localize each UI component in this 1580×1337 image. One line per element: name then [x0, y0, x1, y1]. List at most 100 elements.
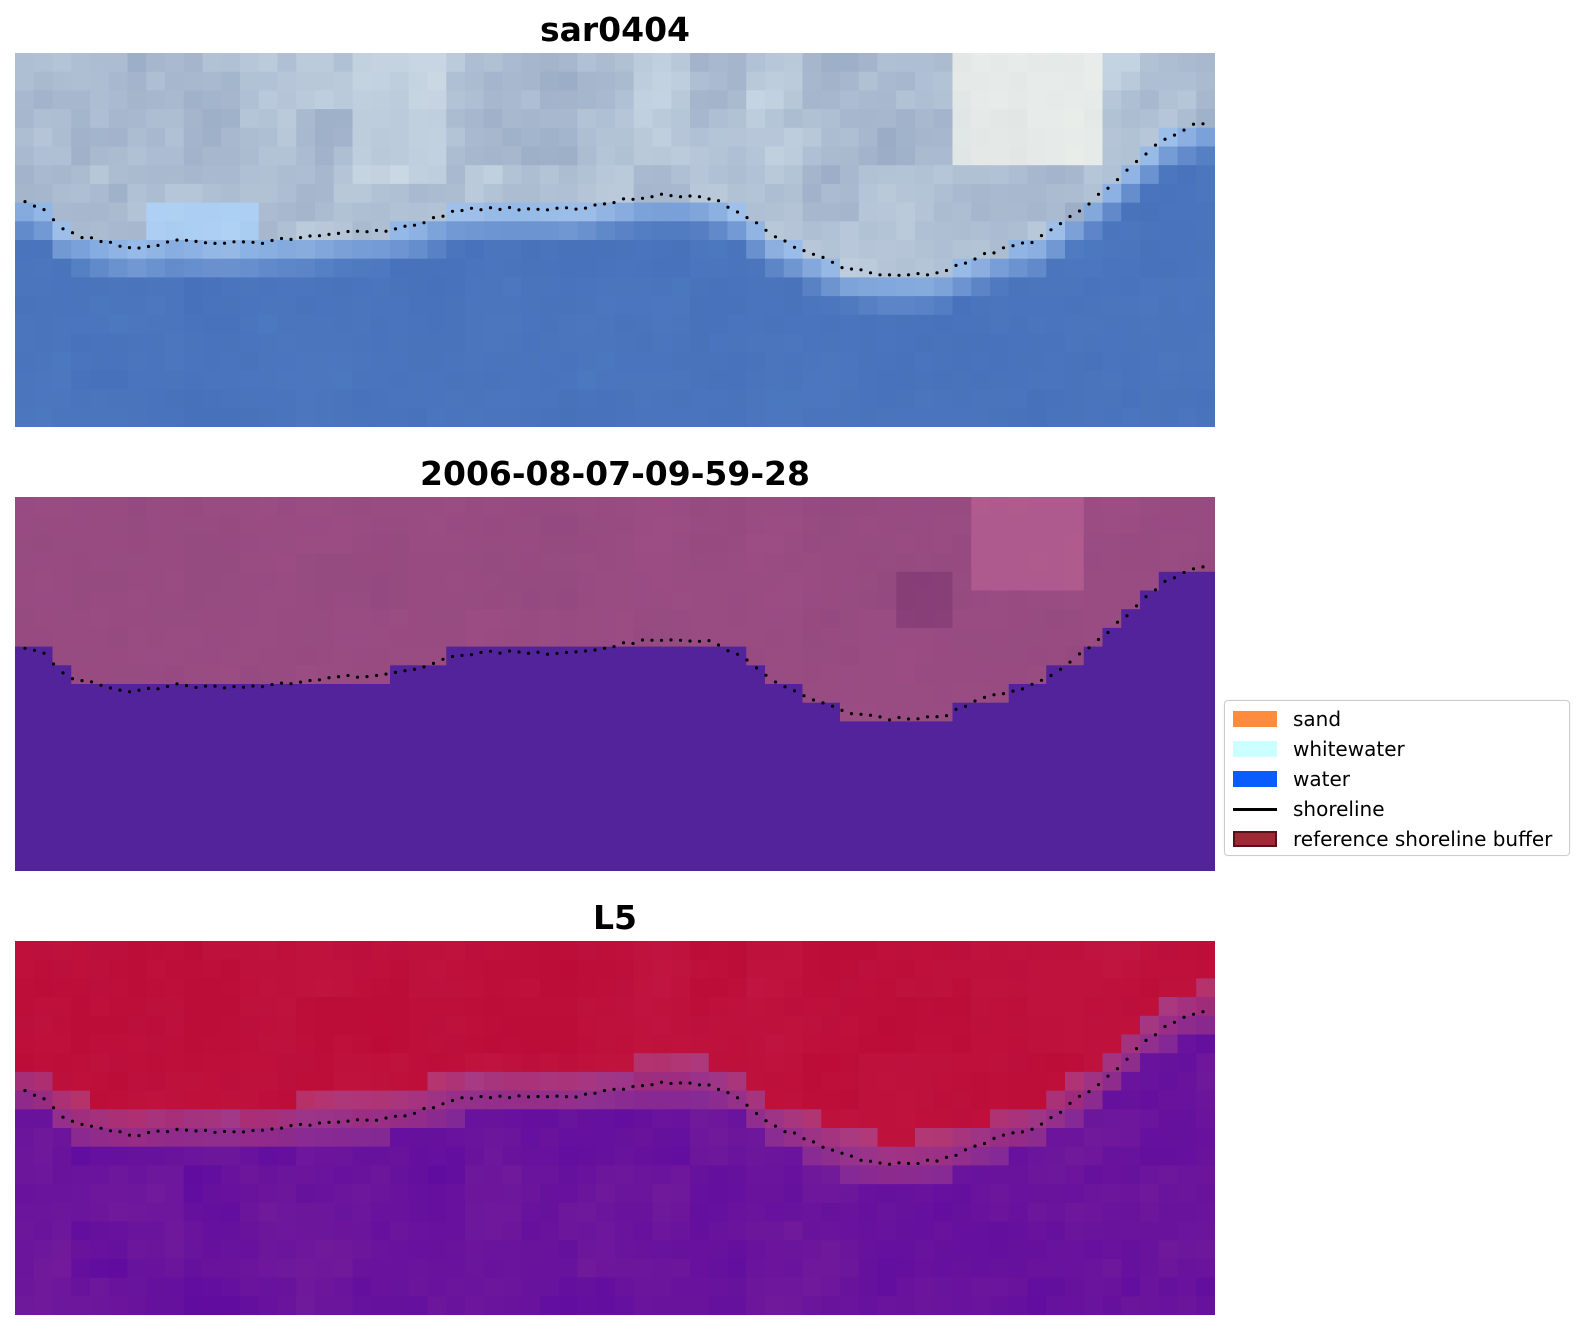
shoreline-point — [992, 1136, 996, 1140]
shoreline-point — [745, 1103, 749, 1107]
shoreline-point — [973, 699, 977, 703]
shoreline-point — [450, 209, 455, 213]
shoreline-point — [1153, 588, 1158, 592]
shoreline-point — [108, 686, 113, 690]
shoreline-point — [1068, 660, 1072, 664]
classification-image — [15, 497, 1215, 871]
shoreline-point — [925, 1158, 930, 1162]
shoreline-point — [80, 679, 84, 683]
shoreline-point — [460, 1096, 464, 1100]
shoreline-point — [707, 1083, 711, 1087]
index-image — [15, 941, 1215, 1315]
shoreline-point — [631, 1085, 635, 1089]
shoreline-point — [327, 232, 331, 236]
shoreline-point — [555, 651, 559, 655]
shoreline-point — [783, 1130, 787, 1134]
shoreline-point — [1201, 1010, 1205, 1014]
shoreline-point — [42, 1097, 46, 1101]
shoreline-point — [925, 273, 930, 277]
shoreline-point — [279, 681, 284, 685]
shoreline-point — [393, 670, 398, 674]
shoreline-point — [574, 650, 578, 654]
shoreline-point — [640, 196, 645, 200]
shoreline-point — [897, 1161, 901, 1165]
shoreline-point — [203, 684, 208, 688]
panel-title-l5: L5 — [593, 898, 637, 937]
shoreline-point — [232, 240, 236, 244]
shoreline-point — [1163, 137, 1167, 141]
shoreline-point — [764, 228, 768, 232]
shoreline-point — [479, 208, 483, 212]
shoreline-point — [184, 238, 189, 242]
shoreline-point — [317, 1121, 322, 1125]
shoreline-point — [612, 1087, 616, 1091]
shoreline-point — [118, 1130, 122, 1134]
shoreline-point — [412, 223, 417, 227]
shoreline-point — [735, 652, 740, 656]
shoreline-point — [944, 714, 949, 718]
shoreline-point — [194, 239, 198, 243]
shoreline-point — [1001, 1133, 1006, 1137]
shoreline-point — [669, 638, 673, 642]
shoreline-point — [868, 271, 873, 275]
shoreline-point — [878, 715, 882, 719]
shoreline-point — [213, 241, 217, 245]
shoreline-point — [488, 649, 493, 653]
shoreline-point — [916, 717, 920, 721]
shoreline-point — [61, 227, 65, 231]
shoreline-point — [89, 680, 94, 684]
shoreline-point — [1030, 682, 1034, 686]
shoreline-point — [393, 1114, 398, 1118]
shoreline-point — [327, 1120, 331, 1124]
shoreline-point — [1058, 222, 1063, 226]
legend: sand whitewater water shoreline referenc… — [1224, 700, 1570, 856]
shoreline-point — [384, 229, 388, 233]
shoreline-point — [1125, 1057, 1129, 1061]
shoreline-point — [469, 206, 474, 210]
legend-item-whitewater: whitewater — [1233, 736, 1405, 762]
shoreline-point — [80, 236, 84, 240]
shoreline-point — [365, 230, 369, 234]
shoreline-point — [232, 1130, 236, 1134]
shoreline-point — [1020, 687, 1025, 691]
shoreline-point — [1144, 1038, 1148, 1042]
shoreline-point — [156, 1129, 160, 1133]
shoreline-point — [355, 675, 360, 679]
shoreline-point — [1077, 209, 1082, 213]
shoreline-point — [726, 205, 730, 209]
shoreline-point — [840, 1151, 844, 1155]
shoreline-point — [498, 207, 502, 211]
shoreline-point — [1096, 1083, 1101, 1087]
shoreline-point — [1001, 246, 1006, 250]
shoreline-point — [1182, 570, 1186, 575]
shoreline-point — [384, 672, 388, 676]
shoreline-point — [849, 267, 854, 271]
shoreline-point — [213, 684, 217, 688]
shoreline-point — [51, 218, 56, 222]
shoreline-point — [944, 1155, 949, 1159]
shoreline-point — [1030, 1127, 1034, 1131]
shoreline-point — [631, 641, 635, 646]
shoreline-point — [735, 1096, 740, 1100]
raster-cells — [15, 941, 1215, 1315]
shoreline-point — [270, 1127, 274, 1131]
shoreline-point — [23, 646, 27, 650]
shoreline-points — [23, 1010, 1205, 1166]
shoreline-point — [1020, 241, 1025, 245]
shoreline-point — [194, 685, 198, 690]
shoreline-point — [61, 671, 65, 675]
shoreline-point — [365, 675, 369, 679]
shoreline-point — [517, 208, 521, 212]
shoreline-point — [754, 666, 759, 670]
shoreline-point — [859, 712, 863, 716]
shoreline-point — [422, 221, 426, 225]
legend-label-water: water — [1293, 767, 1350, 791]
classification-panel — [15, 497, 1215, 871]
shoreline-point — [23, 1089, 27, 1093]
shoreline-point — [165, 240, 170, 244]
shoreline-point — [32, 648, 37, 652]
shoreline-point — [488, 206, 493, 210]
shoreline-point — [279, 1126, 284, 1130]
shoreline-point — [811, 252, 816, 256]
shoreline-point — [678, 1081, 683, 1085]
